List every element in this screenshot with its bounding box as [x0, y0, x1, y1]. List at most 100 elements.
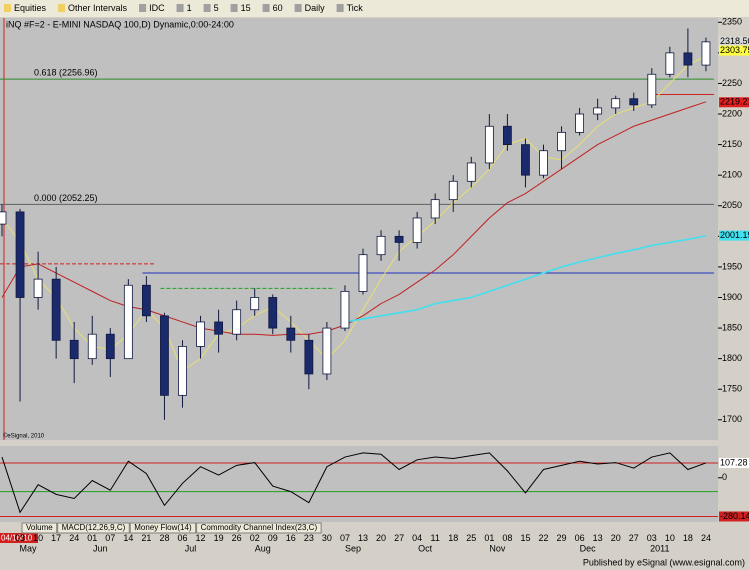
x-tick-label: 15: [520, 533, 530, 543]
x-tick-label: 22: [538, 533, 548, 543]
toolbar-icon: [139, 4, 147, 12]
x-tick-label: 27: [394, 533, 404, 543]
x-tick-label: 01: [87, 533, 97, 543]
level-label: 0.000 (2052.25): [34, 193, 98, 203]
indicator-tab[interactable]: [129, 522, 197, 534]
toolbar-button[interactable]: Tick: [347, 3, 364, 13]
x-tick-label: 07: [340, 533, 350, 543]
chart-title: iNQ #F=2 - E-MINI NASDAQ 100,D) Dynamic,…: [6, 19, 234, 29]
toolbar-button[interactable]: Other Intervals: [68, 3, 128, 13]
footer: Published by eSignal (www.esignal.com): [583, 557, 745, 567]
toolbar-icon: [262, 4, 270, 12]
price-tag-label: 2219.21: [720, 97, 749, 107]
candle-body: [123, 284, 133, 360]
x-tick-label: 13: [358, 533, 368, 543]
toolbar-button[interactable]: IDC: [149, 3, 165, 13]
candle-body: [448, 180, 458, 201]
watermark: ©eSignal, 2010: [3, 433, 45, 440]
price-tag-label: 2318.50: [720, 36, 749, 46]
candle-body: [250, 297, 260, 311]
x-tick-label: 16: [286, 533, 296, 543]
toolbar-button[interactable]: 5: [214, 3, 219, 13]
candle-body: [340, 290, 350, 329]
moving-average: [344, 234, 707, 323]
y-tick-label: 1800: [722, 353, 742, 363]
x-tick-label: 08: [502, 533, 512, 543]
indicator-tab-label[interactable]: Commodity Channel Index(23,C): [201, 523, 318, 532]
x-month-label: Sep: [345, 543, 361, 553]
level-label: 0.618 (2256.96): [34, 68, 98, 78]
candle-body: [178, 346, 187, 396]
indicator-tab-label[interactable]: Money Flow(14): [134, 523, 192, 532]
x-month-label: Nov: [489, 543, 506, 553]
indicator-tab[interactable]: [21, 522, 58, 534]
x-tick-label: 17: [51, 533, 61, 543]
indicator-tab[interactable]: [57, 522, 130, 534]
x-month-label: Jul: [185, 543, 197, 553]
candle-body: [286, 327, 296, 341]
x-month-label: May: [20, 543, 38, 553]
toolbar-icon: [230, 4, 238, 12]
candle-body: [0, 211, 7, 225]
price-tag: [719, 97, 749, 108]
y-tick-label: 1750: [722, 384, 742, 394]
x-tick-label: 27: [629, 533, 639, 543]
x-month-label: Dec: [580, 543, 597, 553]
toolbar-button[interactable]: 60: [273, 3, 283, 13]
candle-body: [539, 150, 548, 176]
x-tick-label: 18: [448, 533, 458, 543]
indicator-tab-label[interactable]: MACD(12,26,9,C): [62, 523, 126, 532]
y-tick-label: 2100: [722, 170, 742, 180]
x-tick-label: 18: [683, 533, 693, 543]
candle-body: [51, 278, 61, 341]
y-tick-label: 2050: [722, 200, 742, 210]
indicator-tab[interactable]: [196, 522, 322, 534]
moving-average: [1, 55, 707, 372]
toolbar: [0, 0, 749, 17]
candle-body: [394, 235, 404, 243]
y2-tick-label: 0: [722, 472, 727, 482]
cci-line: [1, 452, 707, 514]
x-tick-label: 02: [250, 533, 260, 543]
toolbar-icon: [203, 4, 211, 12]
candle-body: [484, 125, 494, 164]
candle-body: [304, 339, 314, 375]
toolbar-button[interactable]: 1: [187, 3, 192, 13]
toolbar-button[interactable]: Daily: [305, 3, 326, 13]
y-tick-label: 2250: [722, 78, 742, 88]
candle-body: [69, 339, 79, 360]
y-tick-label: 1950: [722, 261, 742, 271]
candle-body: [521, 144, 530, 176]
toolbar-icon: [336, 4, 344, 12]
toolbar-icon: [4, 4, 11, 12]
x-tick-label: 14: [123, 533, 133, 543]
candle-body: [232, 309, 242, 335]
x-month-label: Jun: [93, 543, 108, 553]
cci-tag: [719, 511, 749, 522]
x-month-label: Aug: [255, 543, 271, 553]
y-tick-label: 2150: [722, 139, 742, 149]
y-tick-label: 1700: [722, 414, 742, 424]
indicator-panel: [0, 446, 718, 522]
toolbar-icon: [176, 4, 184, 12]
start-date-bg: [0, 533, 38, 543]
toolbar-button[interactable]: 15: [241, 3, 251, 13]
candle-body: [575, 113, 584, 133]
x-tick-label: 12: [196, 533, 206, 543]
candle-body: [557, 131, 566, 152]
candle-body: [358, 254, 368, 292]
toolbar-icon: [58, 4, 66, 12]
indicator-tab-label[interactable]: Volume: [26, 523, 53, 532]
toolbar-button[interactable]: Equities: [14, 3, 47, 13]
x-tick-label: 24: [701, 533, 711, 543]
x-tick-label: 24: [69, 533, 79, 543]
candle-body: [376, 235, 386, 256]
candle-body: [611, 98, 621, 109]
y-tick-label: 1900: [722, 292, 742, 302]
x-tick-label: 20: [611, 533, 621, 543]
y-tick-label: 1850: [722, 322, 742, 332]
candle-body: [322, 327, 332, 375]
x-tick-label: 26: [232, 533, 242, 543]
candle-body: [160, 315, 169, 396]
